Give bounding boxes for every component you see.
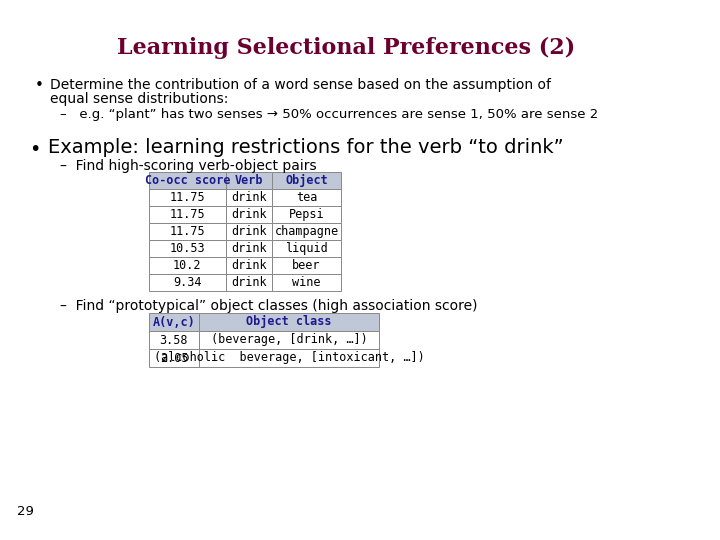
Bar	[149, 240, 226, 257]
Bar	[149, 313, 199, 331]
Text: 10.53: 10.53	[169, 242, 205, 255]
Text: (alcoholic  beverage, [intoxicant, …]): (alcoholic beverage, [intoxicant, …])	[154, 352, 425, 365]
Bar	[226, 206, 272, 223]
Bar	[199, 331, 379, 349]
Text: champagne: champagne	[274, 225, 338, 238]
Bar	[272, 189, 341, 206]
Text: 9.34: 9.34	[173, 276, 202, 289]
Text: drink: drink	[231, 208, 266, 221]
Bar	[226, 257, 272, 274]
Text: liquid: liquid	[285, 242, 328, 255]
Text: drink: drink	[231, 191, 266, 204]
Text: 11.75: 11.75	[169, 225, 205, 238]
Bar	[272, 223, 341, 240]
Text: A(v,c): A(v,c)	[153, 315, 195, 328]
Text: –  Find high-scoring verb-object pairs: – Find high-scoring verb-object pairs	[60, 159, 316, 173]
Text: equal sense distributions:: equal sense distributions:	[50, 92, 228, 106]
Text: drink: drink	[231, 242, 266, 255]
Bar	[149, 257, 226, 274]
Bar	[272, 172, 341, 189]
Text: Example: learning restrictions for the verb “to drink”: Example: learning restrictions for the v…	[48, 138, 564, 157]
Text: •: •	[29, 140, 40, 159]
Text: –  Find “prototypical” object classes (high association score): – Find “prototypical” object classes (hi…	[60, 299, 477, 313]
Text: Co-occ score: Co-occ score	[145, 174, 230, 187]
Bar	[226, 189, 272, 206]
Bar	[149, 331, 199, 349]
Text: wine: wine	[292, 276, 320, 289]
Bar	[272, 274, 341, 291]
Text: drink: drink	[231, 259, 266, 272]
Text: 10.2: 10.2	[173, 259, 202, 272]
Text: (beverage, [drink, …]): (beverage, [drink, …])	[211, 334, 367, 347]
Text: 11.75: 11.75	[169, 191, 205, 204]
Text: 29: 29	[17, 505, 34, 518]
Text: 3.58: 3.58	[160, 334, 188, 347]
Text: –   e.g. “plant” has two senses → 50% occurrences are sense 1, 50% are sense 2: – e.g. “plant” has two senses → 50% occu…	[60, 108, 598, 121]
Text: tea: tea	[296, 191, 317, 204]
Text: Determine the contribution of a word sense based on the assumption of: Determine the contribution of a word sen…	[50, 78, 551, 92]
Text: Pepsi: Pepsi	[289, 208, 324, 221]
Bar	[149, 274, 226, 291]
Text: drink: drink	[231, 276, 266, 289]
Bar	[272, 240, 341, 257]
Bar	[149, 189, 226, 206]
Text: Learning Selectional Preferences (2): Learning Selectional Preferences (2)	[117, 37, 575, 59]
Bar	[149, 206, 226, 223]
Text: 2.05: 2.05	[160, 352, 188, 365]
Bar	[226, 223, 272, 240]
Bar	[199, 349, 379, 367]
Text: drink: drink	[231, 225, 266, 238]
Bar	[272, 206, 341, 223]
Bar	[226, 240, 272, 257]
Bar	[149, 172, 226, 189]
Bar	[149, 223, 226, 240]
Text: •: •	[35, 78, 43, 93]
Text: beer: beer	[292, 259, 320, 272]
Bar	[149, 349, 199, 367]
Bar	[226, 172, 272, 189]
Text: Verb: Verb	[235, 174, 263, 187]
Bar	[272, 257, 341, 274]
Bar	[199, 313, 379, 331]
Bar	[226, 274, 272, 291]
Text: Object: Object	[285, 174, 328, 187]
Text: 11.75: 11.75	[169, 208, 205, 221]
Text: Object class: Object class	[246, 315, 332, 328]
